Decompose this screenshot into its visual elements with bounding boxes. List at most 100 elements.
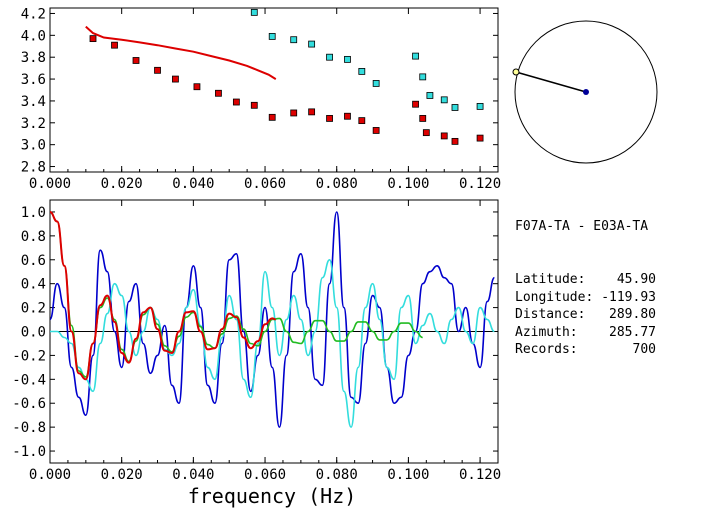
info-label: Azimuth: [515,324,578,340]
cyan-velocity-point [419,73,427,81]
velocity-panel: 2.8 3.0 3.2 3.4 3.6 3.8 4.0 4.2 0.000 0.020 0.040… [21,6,501,192]
correlation-data [49,211,498,428]
correlation-panel: 1.0 0.8 0.6 0.4 0.2 0.0 -0.2 -0.4 -0.6 -0.8 -1.0 0… [12,199,501,508]
red-velocity-point [232,98,240,106]
red-velocity-point [440,132,448,140]
cyan-velocity-point [426,92,434,99]
info-value: 289.80 [609,307,656,323]
correlation-y-tick-label: 0.0 [21,325,46,341]
velocity-y-tick-label: 2.8 [21,160,46,176]
cyan-velocity-point [451,104,459,111]
velocity-y-axis: 2.8 3.0 3.2 3.4 3.6 3.8 4.0 4.2 [21,6,498,176]
correlation-y-tick-label: 0.4 [21,277,46,293]
velocity-x-tick-label: 0.100 [387,176,429,192]
red-velocity-point [89,35,97,43]
info-row: Latitude: 45.90 [515,271,656,289]
cyan-correlation-curve [50,258,495,428]
correlation-y-tick-label: 0.2 [21,301,46,317]
red-velocity-point [476,134,484,142]
velocity-x-tick-label: 0.020 [101,176,143,192]
red-velocity-point [326,115,333,122]
correlation-y-tick-label: -1.0 [12,444,46,460]
correlation-y-tick-label: 0.8 [21,229,46,245]
info-row: Longitude: -119.93 [515,289,656,307]
velocity-x-tick-label: 0.120 [459,176,501,192]
red-velocity-point [215,89,222,97]
velocity-x-tick-label: 0.080 [316,176,358,192]
correlation-x-tick-label: 0.080 [316,467,358,483]
cyan-velocity-point [268,33,276,40]
cyan-velocity-point [358,68,366,75]
info-label: Records: [515,342,578,358]
red-correlation-curve [49,211,276,381]
correlation-x-tick-label: 0.000 [29,467,71,483]
station-pair-title: F07A-TA - E03A-TA [515,219,649,235]
info-label: Longitude: [515,289,594,305]
velocity-y-tick-label: 3.2 [21,116,46,132]
velocity-y-tick-label: 3.8 [21,50,46,66]
correlation-x-tick-label: 0.120 [459,467,501,483]
correlation-x-tick-label: 0.060 [244,467,286,483]
info-value: -119.93 [601,289,656,305]
red-velocity-point [154,66,161,74]
velocity-y-tick-label: 4.0 [21,28,46,44]
red-velocity-point [290,109,298,117]
red-velocity-point [422,129,430,137]
correlation-x-axis: 0.000 0.020 0.040 0.060 0.080 0.100 0.120 [29,200,501,483]
red-velocity-point [451,137,459,145]
info-label: Distance: [515,307,586,323]
red-velocity-point [372,127,380,134]
azimuth-center-dot [583,89,589,95]
info-row: Records: 700 [515,341,656,359]
x-axis-label: frequency (Hz) [188,484,357,508]
green-correlation-curve [49,211,423,378]
velocity-x-axis: 0.000 0.020 0.040 0.060 0.080 0.100 0.120 [29,8,501,192]
cyan-velocity-point [372,80,380,87]
info-row: Distance: 289.80 [515,306,656,324]
cyan-velocity-point [476,103,484,110]
cyan-velocity-point [326,53,333,61]
red-velocity-point [268,113,276,121]
correlation-y-tick-label: -0.8 [12,420,46,436]
azimuth-circle [514,20,658,164]
velocity-x-tick-label: 0.060 [244,176,286,192]
azimuth-end-dot [512,68,520,76]
station-info-rows: Latitude: 45.90 Longitude: -119.93 Distance:… [515,271,656,359]
velocity-y-tick-label: 3.0 [21,138,46,154]
correlation-y-tick-label: 0.6 [21,253,46,269]
correlation-y-tick-label: -0.2 [12,348,46,364]
velocity-y-tick-label: 3.4 [21,94,46,110]
cyan-velocity-point [344,55,351,63]
velocity-x-tick-label: 0.000 [29,176,71,192]
red-velocity-point [172,75,179,83]
velocity-y-tick-label: 3.6 [21,72,46,88]
velocity-x-tick-label: 0.040 [172,176,214,192]
info-row: Azimuth: 285.77 [515,324,656,342]
red-velocity-curve [85,25,277,80]
azimuth-pointer [515,71,587,93]
cyan-velocity-point [440,96,448,104]
red-velocity-point [419,115,427,122]
station-info: F07A-TA - E03A-TA Latitude: 45.90 Longitud… [515,183,656,377]
cyan-velocity-point [250,8,258,16]
correlation-y-axis: 1.0 0.8 0.6 0.4 0.2 0.0 -0.2 -0.4 -0.6 -0.8 -1.0 [12,205,498,460]
correlation-y-tick-label: 1.0 [21,205,46,221]
red-velocity-point [412,100,419,108]
info-value: 700 [632,342,656,358]
correlation-x-tick-label: 0.020 [101,467,143,483]
info-value: 45.90 [616,271,656,287]
velocity-y-tick-label: 4.2 [21,6,46,22]
correlation-y-tick-label: -0.6 [12,396,46,412]
cyan-velocity-point [290,36,298,44]
azimuth-diagram [512,20,658,164]
correlation-x-tick-label: 0.040 [172,467,214,483]
red-velocity-point [344,112,351,120]
red-velocity-point [193,83,201,91]
red-velocity-point [132,57,140,64]
cyan-velocity-point [412,52,419,60]
cyan-velocity-point [308,40,316,48]
velocity-plot-frame [49,7,499,173]
info-label: Latitude: [515,271,586,287]
correlation-x-tick-label: 0.100 [387,467,429,483]
